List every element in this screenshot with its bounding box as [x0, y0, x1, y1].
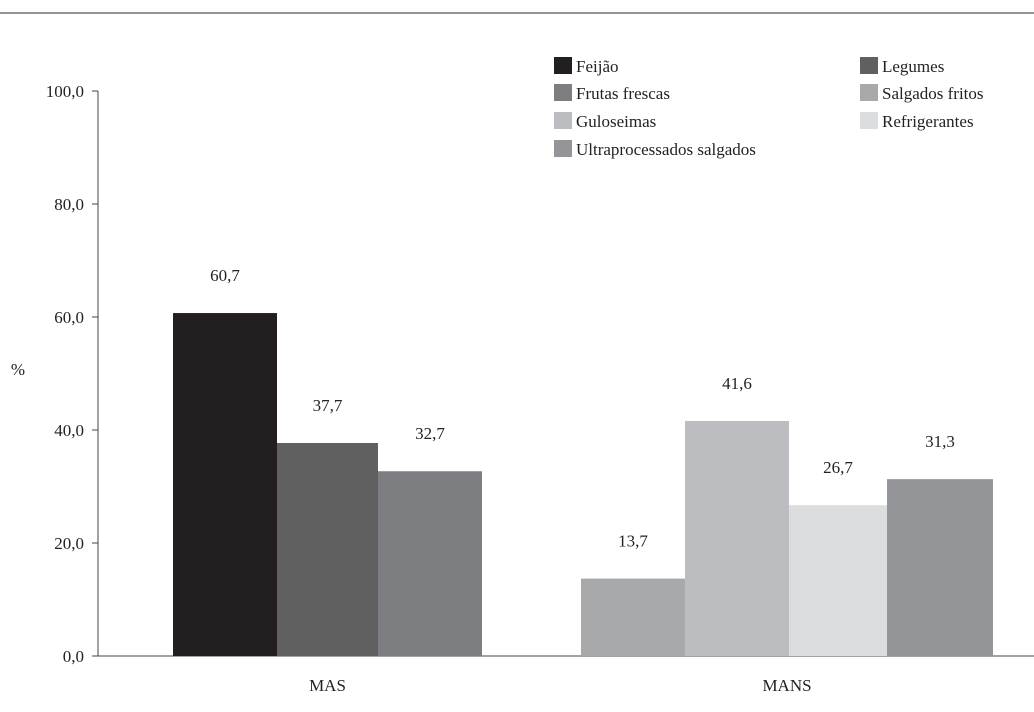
- legend: Feijão Legumes Frutas frescas Salgados frit…: [554, 57, 984, 159]
- legend-swatch: [554, 84, 572, 101]
- data-label: 60,7: [210, 266, 240, 285]
- legend-label: Salgados fritos: [882, 84, 984, 103]
- legend-swatch: [860, 57, 878, 74]
- bar: [277, 442, 378, 656]
- y-tick-label: 20,0: [54, 534, 84, 553]
- y-tick-label: 100,0: [46, 82, 84, 101]
- x-category-label: MAS: [309, 676, 346, 695]
- data-label: 32,7: [415, 424, 445, 443]
- legend-label: Guloseimas: [576, 112, 656, 131]
- data-label: 37,7: [313, 396, 343, 415]
- y-tick-label: 40,0: [54, 421, 84, 440]
- legend-swatch: [554, 112, 572, 129]
- bar: [581, 578, 685, 656]
- data-label: 31,3: [925, 432, 955, 451]
- legend-label: Frutas frescas: [576, 84, 670, 103]
- legend-label: Legumes: [882, 57, 944, 76]
- legend-swatch: [860, 84, 878, 101]
- data-label: 26,7: [823, 458, 853, 477]
- data-labels: 60,7 37,7 32,7 13,7 41,6 26,7 31,3: [210, 266, 955, 551]
- legend-swatch: [554, 140, 572, 157]
- bar: [685, 420, 789, 656]
- bar: [378, 471, 482, 656]
- legend-label: Refrigerantes: [882, 112, 974, 131]
- y-axis: 0,0 20,0 40,0 60,0 80,0 100,0%: [11, 82, 99, 666]
- y-tick-label: 60,0: [54, 308, 84, 327]
- legend-label: Feijão: [576, 57, 619, 76]
- bars: [173, 313, 993, 656]
- data-label: 13,7: [618, 532, 648, 551]
- y-axis-title: %: [11, 360, 25, 379]
- legend-swatch: [860, 112, 878, 129]
- x-category-label: MANS: [762, 676, 811, 695]
- bar: [173, 313, 277, 656]
- bar: [789, 505, 887, 656]
- x-axis: MAS MANS: [98, 655, 1034, 695]
- y-tick-label: 80,0: [54, 195, 84, 214]
- y-tick-label: 0,0: [63, 647, 84, 666]
- legend-swatch: [554, 57, 572, 74]
- legend-label: Ultraprocessados salgados: [576, 140, 756, 159]
- bar: [887, 479, 993, 656]
- data-label: 41,6: [722, 374, 752, 393]
